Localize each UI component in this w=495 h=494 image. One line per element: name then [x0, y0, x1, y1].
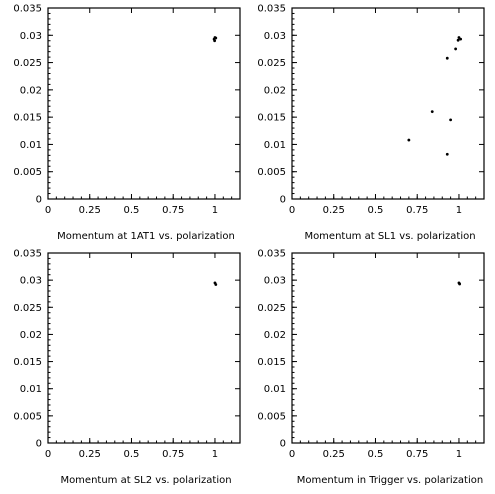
data-point: [449, 118, 453, 122]
data-point: [445, 152, 449, 156]
y-tick-label: 0.025: [257, 58, 286, 69]
y-tick-label: 0.035: [257, 4, 286, 15]
x-tick-label: 0.75: [406, 205, 428, 216]
x-tick-label: 0.75: [162, 205, 184, 216]
x-tick-label: 0: [289, 205, 295, 216]
y-tick-label: 0: [36, 439, 42, 450]
x-tick-label: 0.75: [406, 449, 428, 460]
x-axis-title: Momentum at SL2 vs. polarization: [60, 475, 231, 486]
y-tick-label: 0.005: [257, 167, 286, 178]
y-tick-label: 0.02: [20, 330, 42, 341]
y-tick-label: 0.02: [264, 85, 286, 96]
plot-frame: [291, 252, 485, 444]
y-tick-label: 0.02: [264, 330, 286, 341]
y-tick-label: 0.035: [257, 249, 286, 260]
x-axis-title: Momentum at 1AT1 vs. polarization: [57, 231, 235, 242]
y-tick-label: 0.005: [13, 167, 42, 178]
plot-panel-1: 0 0.005 0.01 0.015 0.02 0.025 0.03 0.035 0 0.25 0.…: [13, 4, 241, 242]
data-point: [214, 36, 218, 40]
y-tick-label: 0.005: [257, 411, 286, 422]
x-tick-label: 0.5: [124, 449, 140, 460]
plot-panel-3: 0 0.005 0.01 0.015 0.02 0.025 0.03 0.035 0 0.25 0.…: [13, 249, 241, 486]
plot-frame: [47, 7, 241, 200]
x-axis-title: Momentum at SL1 vs. polarization: [304, 231, 475, 242]
y-tick-label: 0.01: [20, 140, 42, 151]
x-axis-title: Momentum in Trigger vs. polarization: [297, 475, 483, 486]
x-tick-label: 1: [212, 205, 218, 216]
x-tick-label: 0.25: [79, 205, 101, 216]
data-point: [213, 39, 217, 43]
data-point: [430, 110, 434, 114]
data-point: [445, 56, 449, 60]
x-tick-label: 1: [212, 449, 218, 460]
plot-frame: [47, 252, 241, 444]
x-tick-label: 0.25: [323, 449, 345, 460]
y-tick-label: 0.035: [13, 4, 42, 15]
y-tick-label: 0: [280, 439, 286, 450]
x-tick-label: 0: [45, 449, 51, 460]
data-point: [214, 283, 218, 286]
y-tick-label: 0.01: [20, 384, 42, 395]
y-tick-label: 0.035: [13, 249, 42, 260]
data-point: [454, 47, 458, 51]
x-tick-label: 0.5: [368, 449, 384, 460]
x-tick-label: 1: [456, 205, 462, 216]
y-tick-label: 0.015: [13, 357, 42, 368]
x-tick-label: 0.75: [162, 449, 184, 460]
y-tick-label: 0.025: [257, 303, 286, 314]
y-tick-label: 0.02: [20, 85, 42, 96]
x-tick-label: 0.5: [368, 205, 384, 216]
y-tick-label: 0.03: [20, 31, 42, 42]
y-tick-label: 0: [280, 195, 286, 206]
y-tick-label: 0.025: [13, 58, 42, 69]
x-tick-label: 0.25: [323, 205, 345, 216]
data-point: [407, 138, 411, 142]
plot-panel-4: 0 0.005 0.01 0.015 0.02 0.025 0.03 0.035 0 0.25 0.…: [257, 249, 485, 486]
y-tick-label: 0.03: [264, 31, 286, 42]
x-tick-label: 1: [456, 449, 462, 460]
y-tick-label: 0: [36, 195, 42, 206]
y-tick-label: 0.03: [20, 276, 42, 287]
y-tick-label: 0.005: [13, 411, 42, 422]
y-tick-label: 0.025: [13, 303, 42, 314]
data-point: [458, 282, 462, 286]
data-point: [456, 38, 460, 42]
data-point: [459, 37, 463, 41]
y-tick-label: 0.015: [257, 113, 286, 124]
y-tick-label: 0.015: [13, 113, 42, 124]
y-tick-label: 0.01: [264, 384, 286, 395]
y-tick-label: 0.015: [257, 357, 286, 368]
y-tick-label: 0.03: [264, 276, 286, 287]
y-tick-label: 0.01: [264, 140, 286, 151]
x-tick-label: 0: [45, 205, 51, 216]
plot-frame: [291, 7, 485, 200]
x-tick-label: 0.25: [79, 449, 101, 460]
x-tick-label: 0: [289, 449, 295, 460]
plot-panel-2: 0 0.005 0.01 0.015 0.02 0.025 0.03 0.035 0 0.25 0.…: [257, 4, 485, 242]
x-tick-label: 0.5: [124, 205, 140, 216]
